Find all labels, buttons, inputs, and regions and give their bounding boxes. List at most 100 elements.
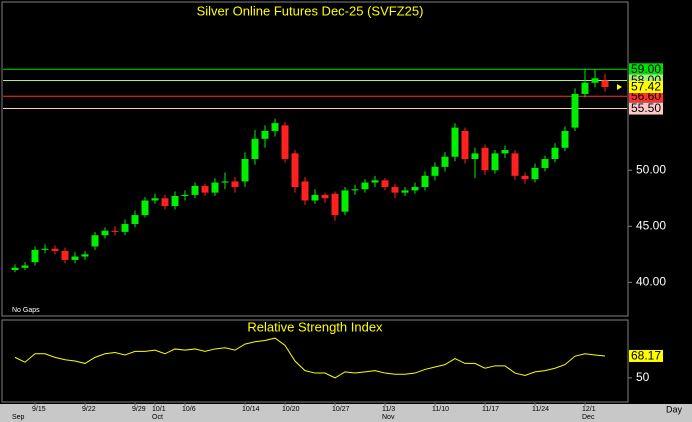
x-tick-label: 12/1 xyxy=(582,406,596,413)
candle-body xyxy=(161,198,169,207)
candle-body xyxy=(191,185,199,195)
candle-body xyxy=(101,230,109,236)
candle-body xyxy=(471,153,479,159)
level-label: 55.50 xyxy=(631,101,661,115)
x-month-label: Nov xyxy=(382,414,395,421)
candle-body xyxy=(41,248,49,250)
rsi-line xyxy=(14,337,606,379)
candle-body xyxy=(491,153,499,171)
candle-body xyxy=(21,265,29,268)
candle-body xyxy=(301,181,309,201)
candle-body xyxy=(31,249,39,263)
level-label-box xyxy=(629,102,663,115)
level-label-box xyxy=(629,90,663,103)
x-tick-label: 9/22 xyxy=(82,406,96,413)
x-tick-label: 11/17 xyxy=(482,406,499,413)
candle-body xyxy=(601,80,609,88)
y-tick-label: 40.00 xyxy=(636,275,666,289)
note: No Gaps xyxy=(12,307,40,314)
candle-body xyxy=(181,194,189,197)
x-tick-label: 11/10 xyxy=(432,406,449,413)
candle-body xyxy=(411,187,419,191)
candle-body xyxy=(431,166,439,176)
candle-body xyxy=(81,254,89,257)
candle-body xyxy=(531,167,539,180)
candle-body xyxy=(561,130,569,148)
candle-body xyxy=(11,267,19,271)
candle-body xyxy=(341,190,349,212)
candle-body xyxy=(481,147,489,171)
candle-body xyxy=(451,127,459,157)
candle-body xyxy=(321,194,329,199)
candle-body xyxy=(591,78,599,83)
candle-body xyxy=(361,182,369,190)
candle-body xyxy=(201,185,209,193)
candle-body xyxy=(421,175,429,188)
candle-body xyxy=(251,138,259,159)
candle-body xyxy=(441,156,449,167)
x-tick-label: 11/3 xyxy=(382,406,395,413)
candle-body xyxy=(381,180,389,188)
x-tick-label: 9/29 xyxy=(132,406,146,413)
rsi-last-label: 68.17 xyxy=(631,349,661,363)
candle-body xyxy=(241,159,249,182)
x-month-label: Sep xyxy=(12,414,25,421)
candle-body xyxy=(131,215,139,225)
x-month-label: Dec xyxy=(582,414,595,421)
candle-body xyxy=(271,123,279,131)
candle-body xyxy=(91,235,99,247)
x-tick-label: 10/6 xyxy=(182,406,196,413)
candle-body xyxy=(511,153,519,176)
candle-body xyxy=(171,196,179,207)
last-price-label: 57.42 xyxy=(631,80,661,94)
x-unit-label: Day xyxy=(666,404,683,414)
rsi-panel-frame xyxy=(1,319,629,403)
date-strip xyxy=(0,404,692,422)
candle-body xyxy=(71,256,79,260)
candle-body xyxy=(581,82,589,94)
candle-body xyxy=(221,181,229,183)
x-tick-label: 10/20 xyxy=(282,406,300,413)
candle-body xyxy=(151,198,159,201)
candle-body xyxy=(541,159,549,168)
last-price-box xyxy=(629,81,663,94)
x-tick-label: 9/15 xyxy=(32,406,46,413)
level-label: 59.00 xyxy=(631,62,661,76)
y-tick-label: 50.00 xyxy=(636,162,666,176)
candle-body xyxy=(121,224,129,232)
candle-body xyxy=(461,130,469,159)
candle-body xyxy=(351,189,359,191)
last-price-arrow xyxy=(617,84,622,91)
level-label-box xyxy=(629,63,663,76)
candle-body xyxy=(401,190,409,193)
candle-body xyxy=(211,182,219,193)
candle-body xyxy=(371,180,379,183)
candle-body xyxy=(501,150,509,154)
candle-body xyxy=(551,147,559,159)
candle-body xyxy=(141,200,149,216)
rsi-last-box xyxy=(629,349,663,362)
candle-body xyxy=(51,248,59,251)
candle-body xyxy=(261,130,269,139)
candle-body xyxy=(281,125,289,159)
candle-body xyxy=(331,193,339,216)
x-tick-label: 10/14 xyxy=(242,406,260,413)
chart-title: Silver Online Futures Dec-25 (SVFZ25) xyxy=(197,3,424,18)
x-tick-label: 10/27 xyxy=(332,406,350,413)
candle-body xyxy=(311,194,319,201)
candle-body xyxy=(571,93,579,128)
candle-body xyxy=(521,175,529,180)
y-tick-label: 45.00 xyxy=(636,218,666,232)
x-tick-label: 10/1 xyxy=(152,406,166,413)
candle-body xyxy=(111,230,119,232)
candle-body xyxy=(391,187,399,193)
y-tick-label: 50 xyxy=(636,370,650,384)
price-panel-frame xyxy=(1,1,629,317)
candle-body xyxy=(61,250,69,260)
rsi-title: Relative Strength Index xyxy=(247,319,383,334)
candle-body xyxy=(291,153,299,188)
candle-body xyxy=(231,181,239,188)
x-month-label: Oct xyxy=(152,414,163,421)
